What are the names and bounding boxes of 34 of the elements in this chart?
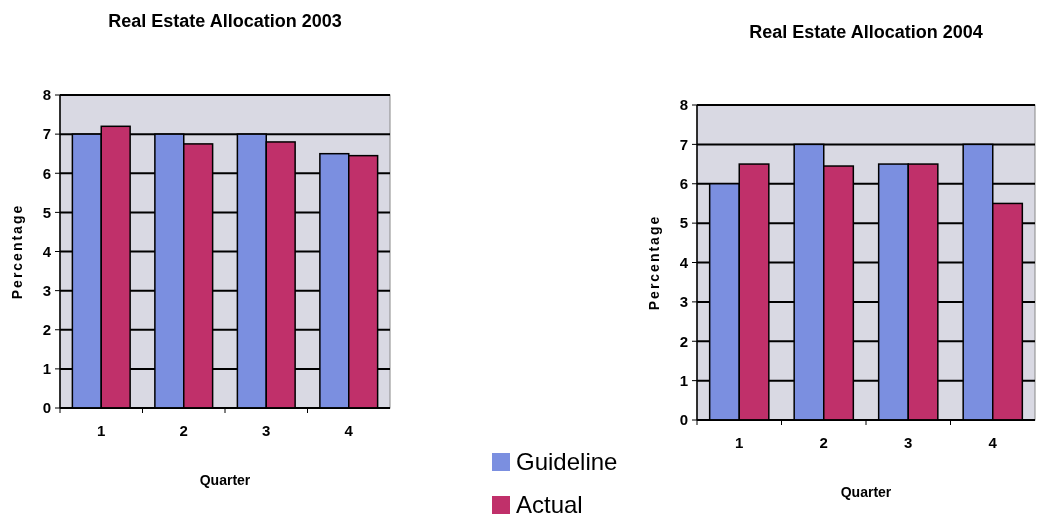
y-tick-label: 7 — [42, 125, 51, 143]
x-tick-label: 3 — [904, 434, 913, 451]
y-axis-title: Percentage — [646, 214, 662, 311]
y-tick-label: 2 — [42, 321, 51, 338]
legend-label: Guideline — [516, 448, 618, 476]
y-tick-label: 8 — [42, 86, 51, 104]
y-tick-label: 6 — [42, 164, 51, 182]
y-tick-label: 8 — [679, 96, 688, 114]
chart-title: Real Estate Allocation 2003 — [108, 11, 342, 31]
y-tick-label: 1 — [42, 360, 51, 378]
y-axis-title: Percentage — [9, 203, 25, 300]
x-tick-label: 2 — [179, 422, 188, 439]
y-tick-label: 6 — [679, 175, 688, 192]
x-tick-label: 4 — [988, 434, 998, 451]
y-tick-label: 7 — [679, 135, 688, 153]
y-tick-label: 3 — [679, 293, 688, 311]
y-tick-label: 5 — [679, 214, 688, 232]
x-tick-label: 1 — [97, 422, 106, 439]
y-tick-label: 2 — [679, 332, 688, 350]
x-tick-label: 4 — [344, 422, 354, 439]
y-tick-label: 0 — [42, 399, 51, 417]
y-tick-label: 5 — [42, 203, 51, 221]
y-tick-label: 3 — [42, 281, 51, 299]
x-tick-label: 2 — [819, 434, 828, 451]
legend-label: Actual — [516, 491, 583, 519]
y-tick-label: 1 — [679, 371, 688, 389]
y-tick-label: 0 — [679, 411, 688, 429]
y-tick-label: 4 — [679, 253, 689, 271]
x-axis-title: Quarter — [840, 484, 892, 500]
x-tick-label: 3 — [262, 422, 271, 439]
y-tick-label: 4 — [42, 242, 52, 260]
x-axis-title: Quarter — [199, 472, 251, 488]
chart-title: Real Estate Allocation 2004 — [749, 22, 983, 42]
x-tick-label: 1 — [735, 434, 744, 451]
